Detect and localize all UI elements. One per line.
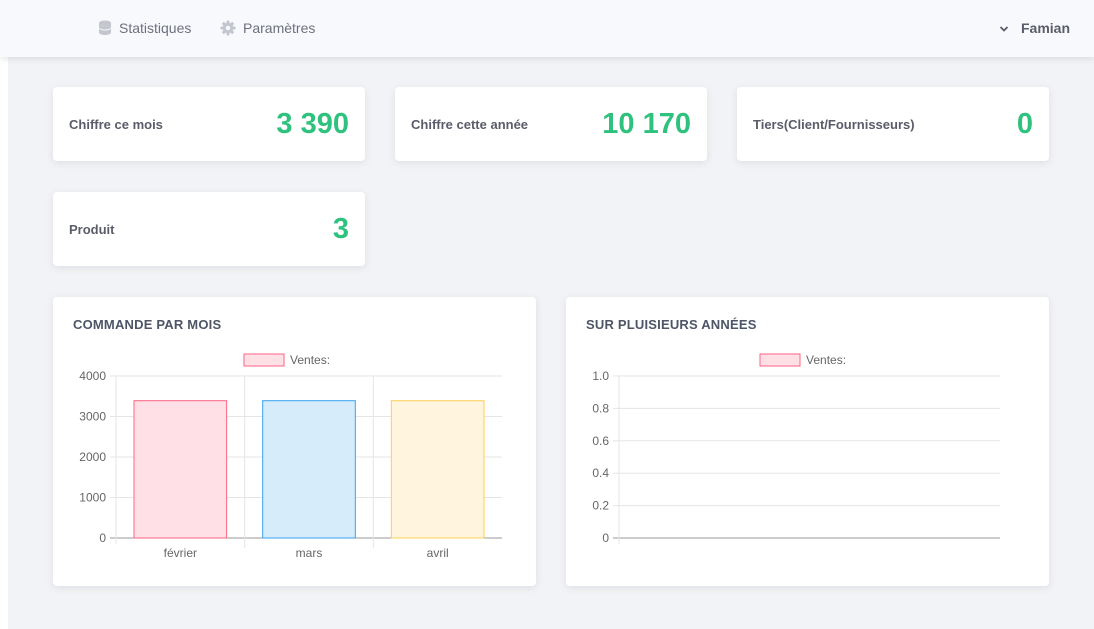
chevron-down-icon (999, 20, 1009, 36)
stat-value: 3 (332, 212, 349, 245)
bar (390, 400, 485, 539)
bar (262, 400, 356, 539)
nav-item-label: Statistiques (119, 20, 192, 36)
user-name: Famian (1020, 20, 1070, 36)
legend-label: Ventes: (290, 353, 330, 367)
nav-item-statistiques[interactable]: Statistiques (98, 18, 191, 38)
bar (133, 400, 228, 539)
nav-item-label: Paramètres (243, 20, 316, 36)
chart-card-plusieurs-annees: SUR PLUISIEURS ANNÉES Ventes: 1.0 0.8 0.6 0.… (566, 297, 1049, 586)
x-tick-label: mars (296, 546, 323, 560)
legend-swatch (243, 353, 285, 367)
y-tick-label: 1.0 (592, 369, 609, 383)
y-tick-label: 0.2 (592, 499, 609, 513)
y-tick-label: 0.4 (592, 466, 609, 480)
stat-card-produit: Produit 3 (53, 192, 365, 266)
x-tick-label: avril (427, 546, 449, 560)
chart-title: COMMANDE PAR MOIS (73, 317, 222, 332)
stat-value: 0 (1016, 107, 1033, 140)
stat-value: 10 170 (602, 107, 691, 140)
top-navbar: Statistiques Paramètres Famian (0, 0, 1094, 57)
stat-label: Produit (69, 221, 115, 237)
y-tick-label: 4000 (79, 369, 106, 383)
chart-title: SUR PLUISIEURS ANNÉES (586, 317, 757, 332)
y-tick-label: 3000 (79, 410, 106, 424)
stat-label: Tiers(Client/Fournisseurs) (753, 116, 915, 132)
bar-chart-commande: Ventes: 4000 3000 2000 1000 0 février mars avril (79, 353, 502, 560)
nav-item-parametres[interactable]: Paramètres (220, 18, 315, 38)
stat-label: Chiffre cette année (411, 116, 529, 132)
stat-card-tiers: Tiers(Client/Fournisseurs) 0 (737, 87, 1049, 161)
y-tick-label: 2000 (79, 450, 106, 464)
user-menu[interactable]: Famian (999, 18, 1070, 38)
y-tick-label: 0 (602, 531, 609, 545)
legend-swatch (759, 353, 801, 367)
y-tick-label: 0.6 (592, 434, 609, 448)
y-tick-label: 1000 (79, 491, 106, 505)
chart-card-commande-par-mois: COMMANDE PAR MOIS Ventes: 4000 3000 2000 100… (53, 297, 536, 586)
y-tick-label: 0.8 (592, 401, 609, 415)
bar-chart-annees: Ventes: 1.0 0.8 0.6 0.4 0.2 0 (592, 353, 1000, 545)
stat-card-chiffre-annee: Chiffre cette année 10 170 (395, 87, 707, 161)
stat-label: Chiffre ce mois (69, 116, 163, 132)
legend-label: Ventes: (806, 353, 846, 367)
x-tick-label: février (164, 546, 197, 560)
stat-card-chiffre-mois: Chiffre ce mois 3 390 (53, 87, 365, 161)
database-icon (98, 20, 112, 36)
gear-icon (220, 20, 236, 36)
stat-value: 3 390 (276, 107, 349, 140)
y-tick-label: 0 (99, 531, 106, 545)
